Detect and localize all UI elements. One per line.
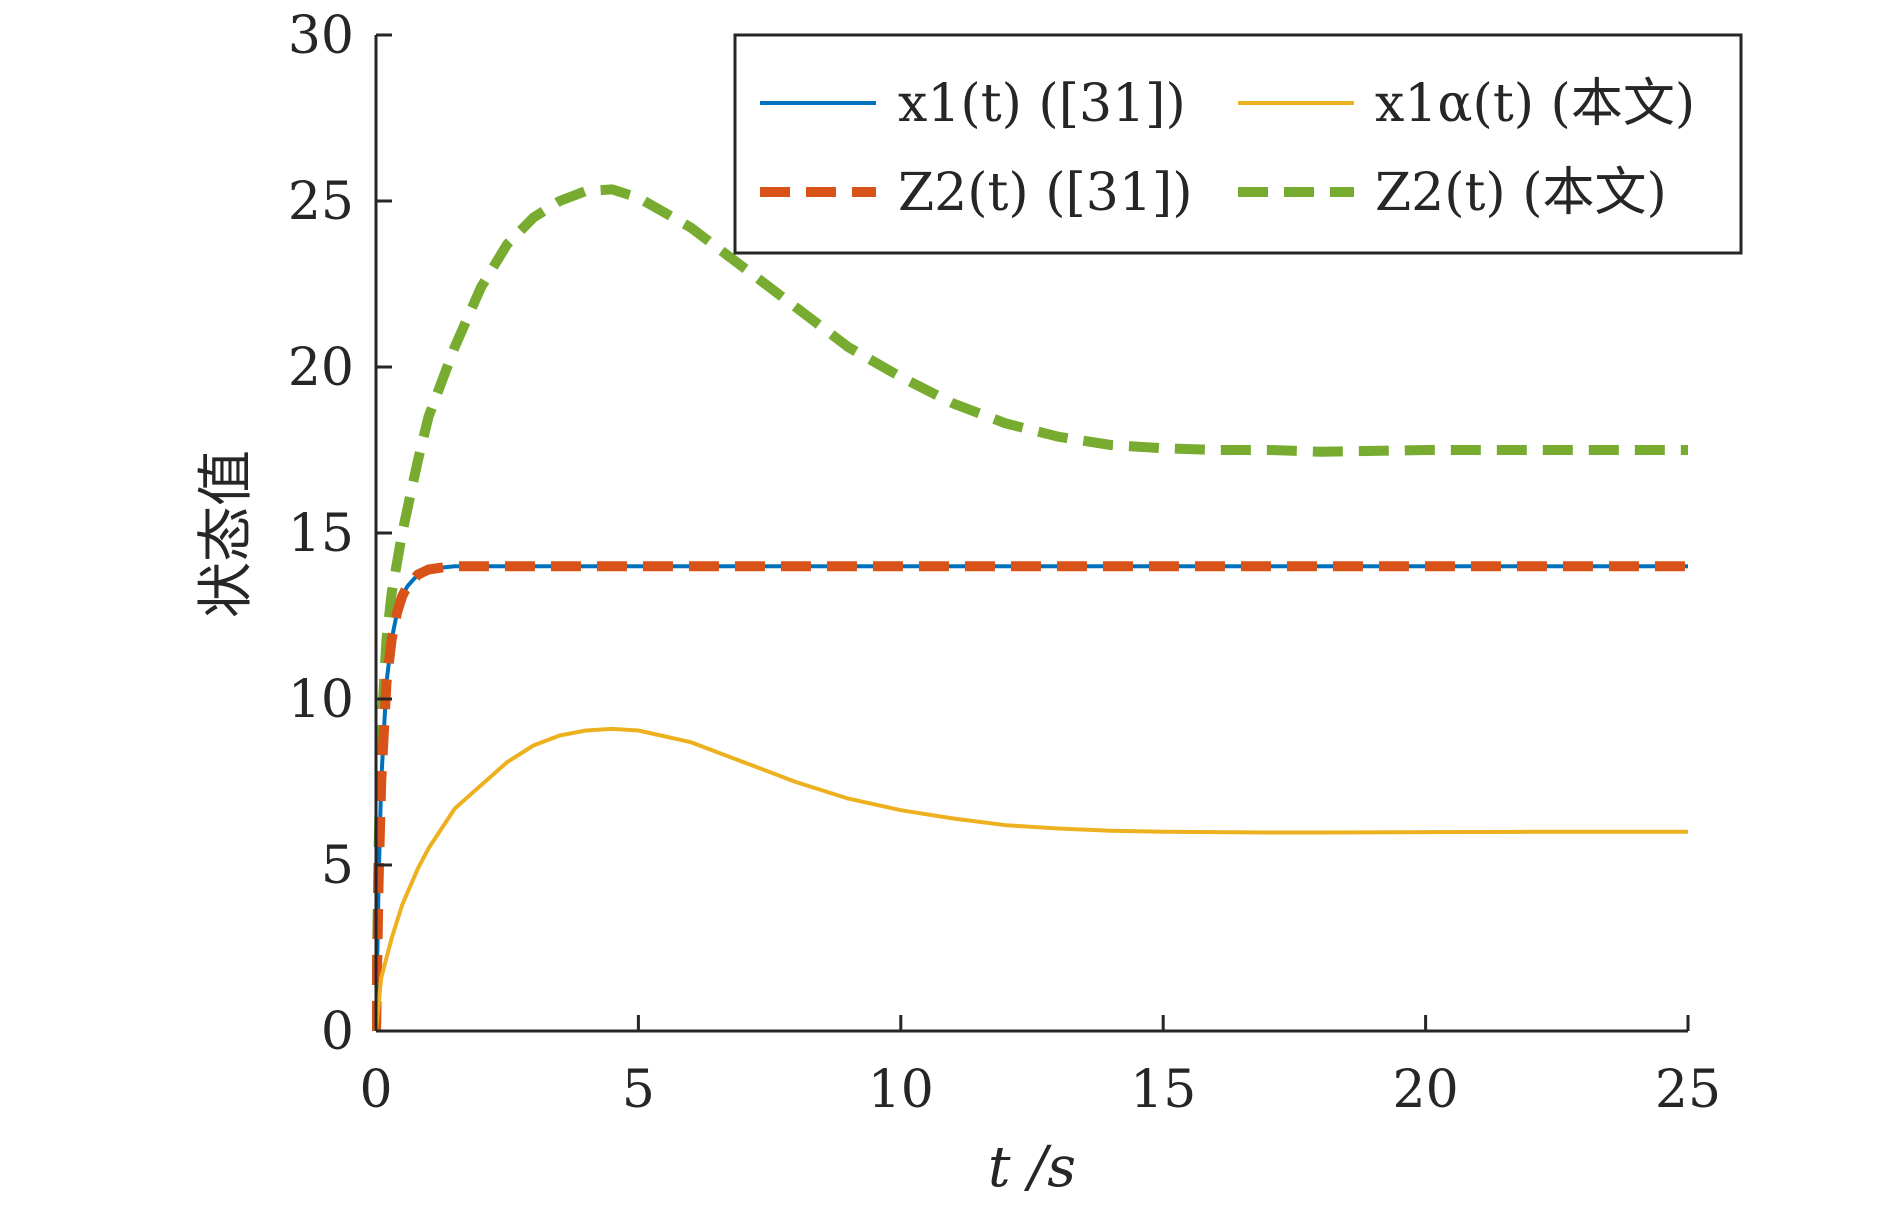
y-axis-label: 状态值 — [194, 450, 259, 618]
x-axis-label: t /s — [988, 1135, 1076, 1200]
legend-label-x1alpha-ours: x1α(t) (本文) — [1375, 74, 1695, 134]
series-line-x1-ref31 — [374, 564, 1688, 1031]
y-tick-label: 0 — [321, 1002, 354, 1062]
y-ticks: 0 5 10 15 20 25 30 — [288, 6, 392, 1062]
series-line-z2-ref31 — [372, 561, 1688, 1031]
x-tick-label: 0 — [359, 1060, 392, 1120]
series-line-x1alpha-ours — [374, 726, 1688, 1031]
legend-label-x1-ref31: x1(t) ([31]) — [898, 74, 1186, 134]
legend-label-z2-ours: Z2(t) (本文) — [1375, 163, 1667, 223]
x-tick-label: 10 — [868, 1060, 934, 1120]
series-line-z2-ours — [372, 184, 1688, 1031]
x-tick-label: 25 — [1655, 1060, 1721, 1120]
x-tick-label: 5 — [622, 1060, 655, 1120]
x-tick-label: 15 — [1130, 1060, 1196, 1120]
series-layer — [372, 184, 1688, 1031]
y-tick-label: 30 — [288, 6, 354, 66]
y-tick-label: 25 — [288, 172, 354, 232]
x-tick-label: 20 — [1393, 1060, 1459, 1120]
legend: x1(t) ([31]) x1α(t) (本文) Z2(t) ([31]) Z2… — [733, 33, 1743, 255]
y-tick-label: 15 — [288, 504, 354, 564]
y-tick-label: 20 — [288, 338, 354, 398]
legend-box — [733, 33, 1743, 255]
y-tick-label: 5 — [321, 836, 354, 896]
x-ticks: 0 5 10 15 20 25 — [359, 1015, 1721, 1120]
y-tick-label: 10 — [288, 670, 354, 730]
legend-label-z2-ref31: Z2(t) ([31]) — [898, 163, 1193, 223]
